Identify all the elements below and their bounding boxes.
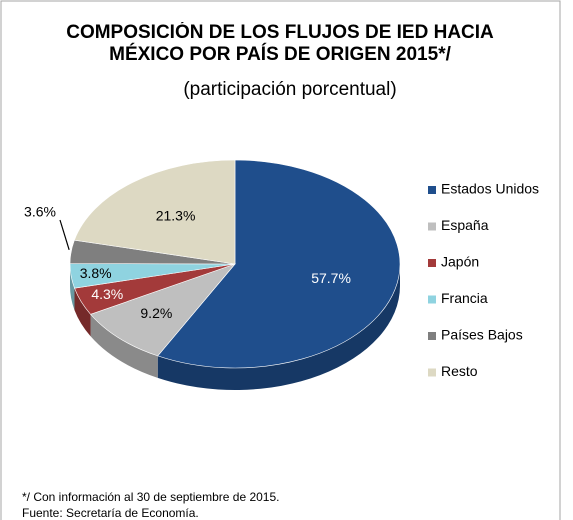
legend-swatch bbox=[428, 368, 436, 377]
legend-label: España bbox=[441, 217, 489, 233]
data-label: 57.7% bbox=[311, 270, 351, 286]
pie-slice bbox=[90, 263, 236, 357]
legend-swatch bbox=[428, 186, 436, 194]
chart-subtitle: (participación porcentual) bbox=[183, 79, 396, 100]
data-label: 3.8% bbox=[80, 265, 112, 281]
legend-swatch bbox=[428, 295, 436, 304]
note: */ Con información al 30 de septiembre d… bbox=[22, 490, 280, 504]
data-label: 3.6% bbox=[24, 204, 56, 220]
data-label: 9.2% bbox=[140, 305, 172, 321]
data-label: 4.3% bbox=[91, 286, 123, 302]
legend-swatch bbox=[428, 332, 436, 340]
legend-swatch bbox=[428, 259, 436, 267]
data-label: 21.3% bbox=[156, 207, 196, 223]
chart-title: COMPOSICIÓN DE LOS FLUJOS DE IED HACIA M… bbox=[66, 22, 494, 65]
leader-line bbox=[59, 219, 70, 250]
pie-slice-side bbox=[74, 288, 91, 337]
title-box: COMPOSICIÓN DE LOS FLUJOS DE IED HACIA M… bbox=[66, 22, 494, 65]
pie-slice-side bbox=[157, 264, 400, 390]
legend-label: Resto bbox=[441, 363, 478, 379]
legend-label: Japón bbox=[441, 254, 479, 270]
legend-label: Estados Unidos bbox=[441, 181, 539, 197]
legend-label: Francia bbox=[441, 290, 488, 306]
pie-slice bbox=[157, 159, 401, 369]
legend-label: Países Bajos bbox=[441, 327, 523, 343]
legend-swatch bbox=[428, 222, 436, 231]
pie-slice bbox=[73, 159, 236, 265]
note: Fuente: Secretaría de Economía. bbox=[22, 506, 199, 520]
pie-slice-side bbox=[70, 264, 75, 311]
